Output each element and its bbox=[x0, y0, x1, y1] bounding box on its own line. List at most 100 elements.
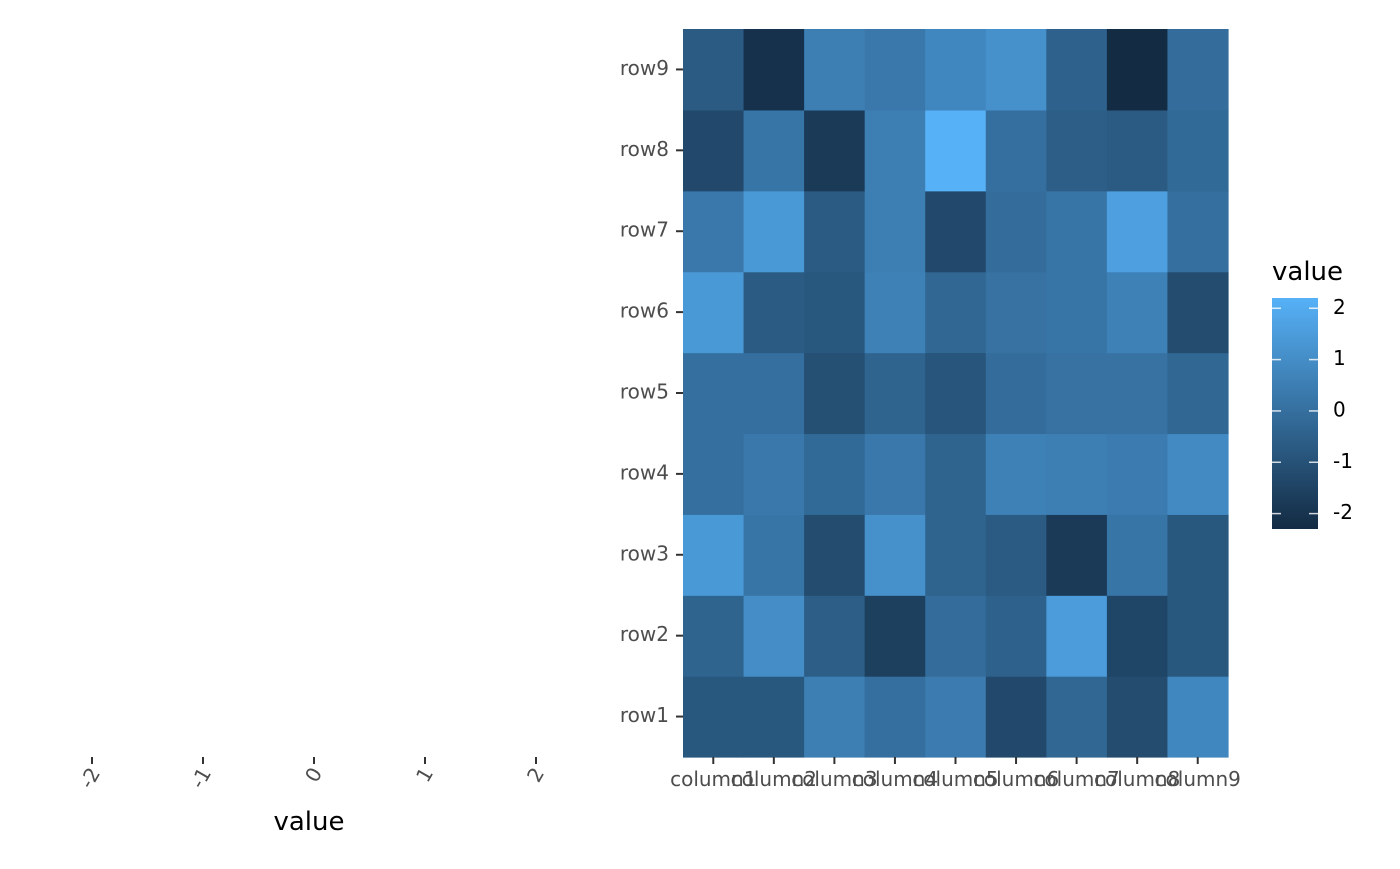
heatmap-cell bbox=[743, 352, 805, 435]
heatmap-cell bbox=[985, 352, 1047, 435]
legend-ticks: 2 1 0 -1 -2 bbox=[1272, 295, 1353, 524]
heatmap-cell bbox=[1046, 190, 1108, 273]
y-tick-label: row9 bbox=[620, 56, 669, 80]
heatmap-cell bbox=[804, 29, 866, 111]
legend-tick-label: 2 bbox=[1333, 295, 1346, 319]
heatmap-cell bbox=[1106, 29, 1169, 111]
heatmap-cell bbox=[985, 271, 1047, 354]
heatmap-cell bbox=[1106, 109, 1169, 192]
heatmap-cell bbox=[743, 514, 805, 596]
heatmap-cell bbox=[985, 433, 1047, 515]
heatmap-cell bbox=[864, 676, 926, 758]
left-x-axis-title: value bbox=[273, 807, 344, 837]
heatmap-cell bbox=[985, 190, 1047, 273]
heatmap-cell bbox=[985, 29, 1047, 111]
heatmap-cell bbox=[1106, 433, 1169, 515]
left-panel: -2 -1 0 1 2 value bbox=[74, 757, 549, 837]
heatmap-cell bbox=[683, 190, 745, 273]
heatmap-cell bbox=[804, 190, 866, 273]
heatmap-cell bbox=[1046, 29, 1108, 111]
heatmap-cell bbox=[1106, 352, 1169, 435]
heatmap-cell bbox=[864, 433, 926, 515]
heatmap-cell bbox=[1046, 352, 1108, 435]
heatmap-cell bbox=[743, 29, 805, 111]
x-tick-label: column7 bbox=[1033, 767, 1119, 791]
heatmap-cell bbox=[683, 352, 745, 435]
heatmap-cell bbox=[804, 676, 866, 758]
heatmap-cell bbox=[743, 109, 805, 192]
heatmap-cell bbox=[925, 29, 987, 111]
left-x-tick-label: -1 bbox=[185, 763, 216, 792]
heatmap-cell bbox=[1106, 271, 1169, 354]
heatmap-cell bbox=[683, 109, 745, 192]
heatmap-cell bbox=[864, 109, 926, 192]
heatmap-cell bbox=[1167, 190, 1229, 273]
heatmap-cell bbox=[1046, 595, 1108, 677]
heatmap-cell bbox=[864, 271, 926, 354]
left-x-tick-label: -2 bbox=[74, 763, 105, 792]
x-tick-label: column8 bbox=[1094, 767, 1180, 791]
heatmap-cell bbox=[804, 271, 866, 354]
heatmap-cell bbox=[925, 190, 987, 273]
heatmap-cell bbox=[1106, 514, 1169, 596]
heatmap-cell bbox=[1046, 109, 1108, 192]
heatmap-cell bbox=[743, 271, 805, 354]
heatmap-cell bbox=[925, 109, 987, 192]
y-tick-label: row7 bbox=[620, 218, 669, 242]
heatmap-cell bbox=[925, 433, 987, 515]
heatmap-cell bbox=[683, 29, 745, 111]
y-tick-label: row6 bbox=[620, 299, 669, 323]
heatmap-cell bbox=[804, 109, 866, 192]
heatmap-cell bbox=[925, 352, 987, 435]
y-tick-label: row2 bbox=[620, 622, 669, 646]
heatmap-cell bbox=[743, 190, 805, 273]
left-x-tick-label: 1 bbox=[411, 763, 438, 786]
legend-tick-label: -1 bbox=[1333, 449, 1353, 473]
x-tick-label: column1 bbox=[670, 767, 756, 791]
heatmap-cell bbox=[1106, 595, 1169, 677]
heatmap-cell bbox=[985, 514, 1047, 596]
heatmap-cell bbox=[864, 514, 926, 596]
heatmap-cells bbox=[683, 29, 1229, 758]
heatmap-cell bbox=[804, 352, 866, 435]
y-tick-label: row5 bbox=[620, 380, 669, 404]
heatmap-cell bbox=[864, 190, 926, 273]
heatmap-cell bbox=[864, 595, 926, 677]
heatmap-cell bbox=[1046, 514, 1108, 596]
heatmap-cell bbox=[1046, 676, 1108, 758]
legend-colorbar bbox=[1272, 298, 1318, 529]
heatmap-cell bbox=[1167, 514, 1229, 596]
heatmap-cell bbox=[1167, 595, 1229, 677]
color-legend: value 2 1 0 -1 -2 bbox=[1272, 257, 1353, 529]
x-tick-label: column5 bbox=[912, 767, 998, 791]
heatmap-cell bbox=[864, 29, 926, 111]
heatmap-cell bbox=[925, 595, 987, 677]
heatmap-x-axis: column1column2column3column4column5colum… bbox=[670, 757, 1241, 791]
heatmap-cell bbox=[925, 514, 987, 596]
y-tick-label: row3 bbox=[620, 541, 669, 565]
heatmap-cell bbox=[864, 352, 926, 435]
heatmap-y-axis: row1 row2 row3 row4 row5 row6 row7 row8 row9 bbox=[620, 56, 683, 727]
heatmap-cell bbox=[985, 595, 1047, 677]
heatmap-cell bbox=[743, 676, 805, 758]
heatmap-cell bbox=[1167, 433, 1229, 515]
heatmap-panel: row1 row2 row3 row4 row5 row6 row7 row8 row9 col… bbox=[620, 29, 1241, 791]
x-tick-label: column4 bbox=[852, 767, 938, 791]
heatmap-cell bbox=[804, 514, 866, 596]
heatmap-cell bbox=[985, 676, 1047, 758]
heatmap-cell bbox=[743, 595, 805, 677]
x-tick-label: column6 bbox=[973, 767, 1059, 791]
legend-title: value bbox=[1272, 257, 1343, 287]
heatmap-cell bbox=[1046, 433, 1108, 515]
heatmap-cell bbox=[683, 271, 745, 354]
heatmap-cell bbox=[743, 433, 805, 515]
heatmap-cell bbox=[683, 433, 745, 515]
legend-tick-label: -2 bbox=[1333, 500, 1353, 524]
legend-tick-label: 0 bbox=[1333, 397, 1346, 421]
legend-tick-label: 1 bbox=[1333, 346, 1346, 370]
heatmap-cell bbox=[1167, 676, 1229, 758]
heatmap-cell bbox=[683, 595, 745, 677]
x-tick-label: column3 bbox=[791, 767, 877, 791]
heatmap-cell bbox=[1167, 109, 1229, 192]
